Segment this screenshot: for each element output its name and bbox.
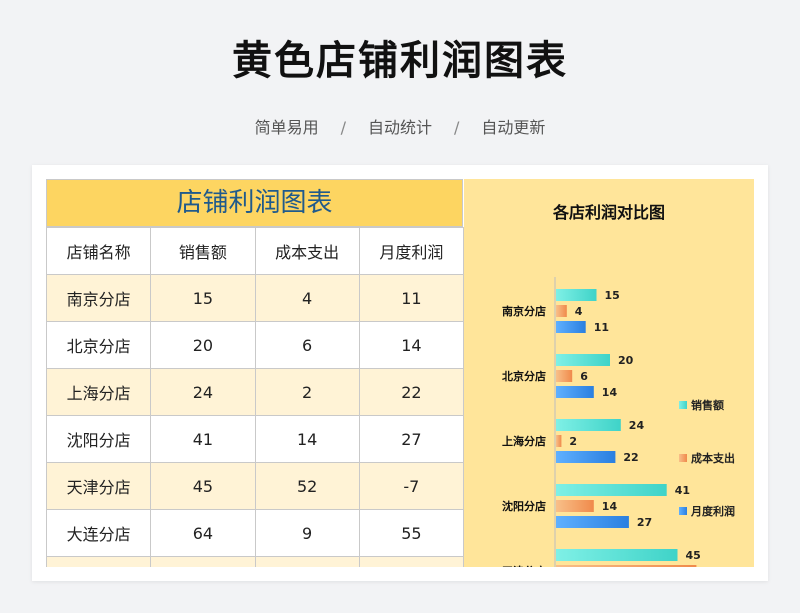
table-row [46,556,465,567]
page-subtitle: 简单易用 / 自动统计 / 自动更新 [0,114,800,138]
bar-sales [556,354,610,366]
legend-label: 销售额 [691,398,724,412]
chart-title: 各店利润对比图 [552,203,665,222]
bar-cost [556,305,567,317]
table-cell: 14 [254,415,360,463]
bar-data-label: 20 [618,354,634,367]
bar-data-label: 52 [704,565,719,567]
chart-panel: 各店利润对比图 南京分店 15 4 11 北京分店 20 6 14 上海分店 24 2 22 沈阳分店 4… [464,179,754,567]
table-cell: 南京分店 [46,274,152,322]
bar-profit [556,386,594,398]
table-cell: 20 [150,321,256,369]
bar-data-label: 14 [602,386,618,399]
bar-data-label: 4 [575,305,583,318]
bar-data-label: 41 [675,484,690,497]
bar-data-label: 14 [602,500,618,513]
category-tick-label: 上海分店 [502,434,546,448]
bar-cost [556,370,573,382]
table-cell: -7 [358,462,465,510]
bar-profit [556,451,616,463]
bar-cost [556,435,562,447]
table-cell: 沈阳分店 [46,415,152,463]
table-cell [254,556,360,567]
table-cell [150,556,256,567]
category-tick-label: 天津分店 [502,564,546,567]
category-tick-label: 沈阳分店 [502,499,546,513]
table-cell: 15 [150,274,256,322]
table-cell: 4 [254,274,360,322]
column-header: 月度利润 [358,227,465,275]
table-row: 天津分店 45 52 -7 [46,462,465,510]
tag-auto-update: 自动更新 [481,118,546,137]
table-cell: 大连分店 [46,509,152,557]
bar-profit [556,321,586,333]
table-cell: 64 [150,509,256,557]
bar-data-label: 15 [605,289,620,302]
legend-swatch [679,401,687,409]
column-header: 成本支出 [254,227,360,275]
bar-profit [556,516,629,528]
legend-label: 月度利润 [690,504,735,518]
table-cell: 41 [150,415,256,463]
bar-data-label: 27 [637,516,652,529]
table-cell: 上海分店 [46,368,152,416]
tag-easy: 简单易用 [254,118,319,137]
table-cell: 55 [358,509,465,557]
table-cell: 6 [254,321,360,369]
table-cell: 45 [150,462,256,510]
bar-cost [556,500,594,512]
category-tick-label: 北京分店 [502,369,546,383]
bar-data-label: 11 [594,321,609,334]
table-cell: 24 [150,368,256,416]
bar-sales [556,289,597,301]
legend-label: 成本支出 [691,451,735,465]
bar-data-label: 22 [623,451,638,464]
column-header: 店铺名称 [46,227,152,275]
bar-sales [556,549,678,561]
page-title: 黄色店铺利润图表 [232,38,568,84]
table-row: 上海分店 24 2 22 [46,368,465,416]
table-cell: 北京分店 [46,321,152,369]
table-cell: 11 [358,274,465,322]
table-row: 沈阳分店 41 14 27 [46,415,465,463]
tag-auto-stats: 自动统计 [367,118,432,137]
spreadsheet: 店铺利润图表 店铺名称 销售额 成本支出 月度利润 南京分店 15 4 11 北… [46,179,754,567]
table-cell: 52 [254,462,360,510]
bar-data-label: 45 [686,549,701,562]
bar-data-label: 2 [569,435,577,448]
table-cell [46,556,152,567]
category-tick-label: 南京分店 [502,304,546,318]
table-cell: 2 [254,368,360,416]
table-cell [358,556,465,567]
table-cell: 14 [358,321,465,369]
bar-data-label: 6 [580,370,588,383]
table-row: 北京分店 20 6 14 [46,321,465,369]
profit-bar-chart: 南京分店15411北京分店20614上海分店24222沈阳分店411427天津分… [502,277,735,567]
bar-data-label: 24 [629,419,645,432]
legend-swatch [679,454,687,462]
legend-swatch [679,507,687,515]
table-row: 大连分店 64 9 55 [46,509,465,557]
table-cell: 天津分店 [46,462,152,510]
table-header-row: 店铺名称 销售额 成本支出 月度利润 [46,227,465,275]
tag-separator: / [454,118,460,137]
tag-separator: / [340,118,346,137]
table-cell: 27 [358,415,465,463]
bar-sales [556,419,621,431]
table-heading: 店铺利润图表 [46,179,463,227]
table-cell: 9 [254,509,360,557]
table-cell: 22 [358,368,465,416]
bar-sales [556,484,667,496]
table-row: 南京分店 15 4 11 [46,274,465,322]
column-header: 销售额 [150,227,256,275]
profit-table: 店铺名称 销售额 成本支出 月度利润 南京分店 15 4 11 北京分店 20 … [46,227,465,567]
bar-cost [556,565,697,567]
